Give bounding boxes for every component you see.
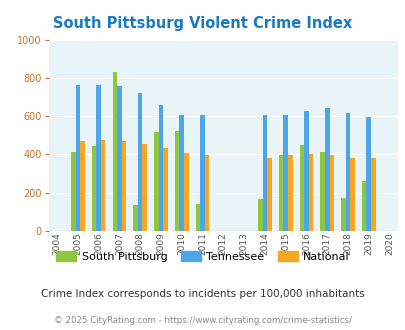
- Bar: [112, 72, 117, 231]
- Bar: [175, 131, 179, 231]
- Bar: [324, 108, 329, 231]
- Bar: [329, 155, 333, 231]
- Text: South Pittsburg Violent Crime Index: South Pittsburg Violent Crime Index: [53, 16, 352, 31]
- Bar: [195, 204, 200, 231]
- Bar: [278, 155, 283, 231]
- Bar: [345, 113, 350, 231]
- Bar: [266, 158, 271, 231]
- Bar: [100, 141, 105, 231]
- Bar: [204, 155, 209, 231]
- Bar: [163, 148, 167, 231]
- Bar: [283, 115, 287, 231]
- Bar: [340, 198, 345, 231]
- Bar: [138, 93, 142, 231]
- Bar: [366, 116, 370, 231]
- Bar: [122, 142, 126, 231]
- Bar: [133, 205, 138, 231]
- Bar: [96, 85, 100, 231]
- Bar: [350, 158, 354, 231]
- Bar: [92, 146, 96, 231]
- Bar: [200, 115, 204, 231]
- Bar: [75, 85, 80, 231]
- Bar: [361, 181, 366, 231]
- Bar: [308, 154, 313, 231]
- Legend: South Pittsburg, Tennessee, National: South Pittsburg, Tennessee, National: [51, 247, 354, 267]
- Bar: [257, 199, 262, 231]
- Bar: [71, 151, 75, 231]
- Bar: [80, 142, 85, 231]
- Bar: [154, 132, 158, 231]
- Text: © 2025 CityRating.com - https://www.cityrating.com/crime-statistics/: © 2025 CityRating.com - https://www.city…: [54, 316, 351, 325]
- Bar: [142, 144, 147, 231]
- Bar: [299, 145, 303, 231]
- Text: Crime Index corresponds to incidents per 100,000 inhabitants: Crime Index corresponds to incidents per…: [41, 289, 364, 299]
- Bar: [262, 115, 266, 231]
- Bar: [117, 86, 121, 231]
- Bar: [303, 111, 308, 231]
- Bar: [158, 105, 163, 231]
- Bar: [287, 155, 292, 231]
- Bar: [370, 158, 375, 231]
- Bar: [183, 153, 188, 231]
- Bar: [320, 151, 324, 231]
- Bar: [179, 115, 183, 231]
